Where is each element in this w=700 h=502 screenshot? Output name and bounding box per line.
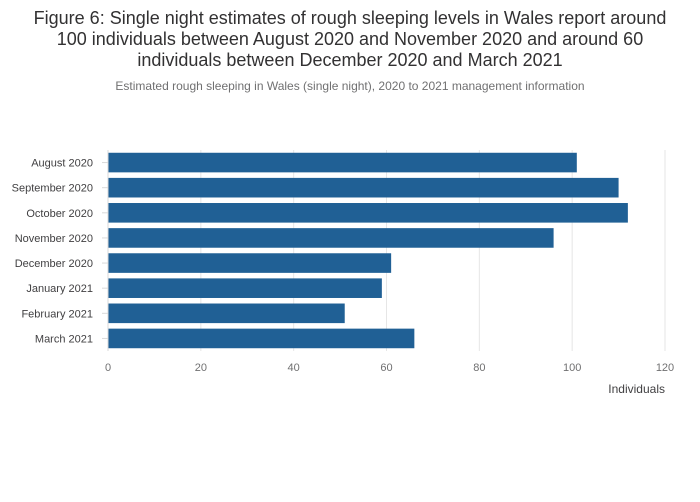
chart-subtitle: Estimated rough sleeping in Wales (singl… [115,79,585,93]
x-axis-title: Individuals [608,382,665,396]
bar[interactable] [108,152,577,173]
x-tick-label: 120 [656,362,674,374]
bar[interactable] [108,177,619,198]
x-tick-label: 0 [105,362,111,374]
axes: 0 20 40 60 80 100 120 August 2020 September 2020… [12,150,674,374]
x-tick-label: 60 [380,362,392,374]
y-tick-label: February 2021 [21,308,93,320]
y-tick-label: March 2021 [35,333,93,345]
y-tick-label: November 2020 [15,233,93,245]
y-tick-label: December 2020 [15,258,93,270]
bar[interactable] [108,328,415,349]
x-tick-label: 100 [563,362,581,374]
bar[interactable] [108,278,382,298]
x-tick-label: 80 [473,362,485,374]
chart-title: Figure 6: Single night estimates of roug… [33,8,667,70]
y-tick-label: October 2020 [26,208,93,220]
y-tick-label: September 2020 [12,183,93,195]
y-tick-label: January 2021 [26,283,93,295]
bar[interactable] [108,228,554,248]
y-tick-label: August 2020 [31,158,93,170]
x-tick-label: 20 [195,362,207,374]
bars [108,152,628,349]
bar[interactable] [108,303,345,324]
x-tick-label: 40 [288,362,300,374]
bar[interactable] [108,203,628,223]
bar[interactable] [108,253,392,273]
